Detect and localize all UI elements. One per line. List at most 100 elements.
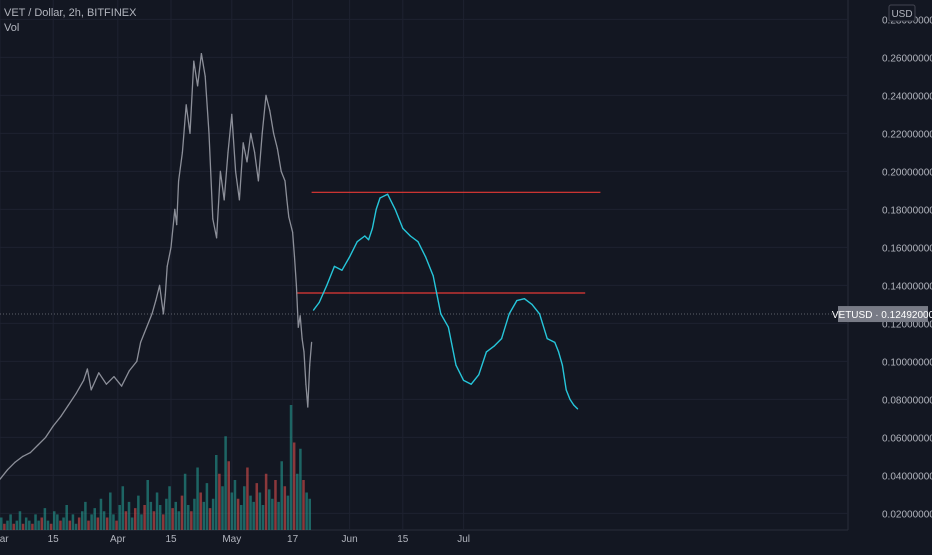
- volume-bar: [186, 505, 190, 530]
- volume-bar: [162, 514, 165, 530]
- volume-bar: [112, 514, 115, 530]
- volume-bar: [93, 508, 96, 530]
- price-point: [105, 383, 107, 385]
- price-point: [295, 284, 297, 286]
- volume-bar: [6, 520, 9, 530]
- volume-bar: [9, 514, 12, 530]
- volume-bar: [43, 508, 47, 530]
- projection-point: [539, 313, 541, 315]
- volume-bar: [0, 517, 3, 530]
- volume-bar: [124, 511, 128, 530]
- projection-point: [565, 389, 567, 391]
- volume-bar: [168, 486, 171, 530]
- volume-bar: [109, 492, 112, 530]
- price-point: [67, 404, 69, 406]
- price-tick-label: 0.14000000: [882, 281, 932, 292]
- volume-bar: [308, 498, 311, 530]
- time-tick-label: Mar: [0, 534, 9, 545]
- volume-bar: [24, 517, 28, 530]
- price-point: [136, 360, 138, 362]
- projection-point: [569, 398, 571, 400]
- price-point: [128, 370, 130, 372]
- price-point: [164, 294, 166, 296]
- price-point: [303, 351, 305, 353]
- projection-point: [425, 256, 427, 258]
- price-point: [37, 444, 39, 446]
- volume-bar: [218, 473, 221, 530]
- price-tick-label: 0.04000000: [882, 471, 932, 482]
- volume-bar: [90, 514, 93, 530]
- volume-bar: [59, 520, 62, 530]
- volume-bar: [77, 517, 81, 530]
- price-point: [261, 132, 263, 134]
- price-tick-label: 0.06000000: [882, 433, 932, 444]
- projection-point: [485, 351, 487, 353]
- volume-bar: [193, 498, 196, 530]
- volume-bar: [277, 501, 280, 530]
- volume-bar: [68, 520, 72, 530]
- time-tick-label: May: [222, 534, 241, 545]
- time-tick-label: Jun: [342, 534, 358, 545]
- volume-bar: [230, 492, 234, 530]
- price-point: [159, 284, 161, 286]
- price-point: [189, 132, 191, 134]
- price-point: [246, 161, 248, 163]
- price-point: [155, 300, 157, 302]
- price-point: [113, 376, 115, 378]
- price-tick-label: 0.22000000: [882, 129, 932, 140]
- price-point: [235, 170, 237, 172]
- volume-bar: [299, 448, 302, 530]
- volume-bar: [130, 517, 134, 530]
- volume-bar: [99, 498, 103, 530]
- volume-bar: [190, 511, 193, 530]
- volume-bar: [37, 520, 40, 530]
- volume-bar: [74, 523, 78, 530]
- price-tick-label: 0.12000000: [882, 319, 932, 330]
- volume-bar: [133, 508, 137, 530]
- price-point: [250, 132, 252, 134]
- volume-bar: [56, 514, 59, 530]
- chart-title: VET / Dollar, 2h, BITFINEX: [4, 7, 137, 19]
- projection-point: [371, 227, 373, 229]
- price-tag: [838, 306, 928, 323]
- projection-point: [417, 241, 419, 243]
- price-point: [143, 332, 145, 334]
- volume-bar: [221, 486, 224, 530]
- volume-bar: [171, 508, 174, 530]
- volume-bar: [165, 498, 168, 530]
- price-point: [223, 199, 225, 201]
- price-point: [286, 199, 288, 201]
- projection-point: [436, 294, 438, 296]
- price-point: [265, 94, 267, 96]
- projection-point: [455, 364, 457, 366]
- price-point: [140, 341, 142, 343]
- projection-line: [312, 193, 579, 410]
- volume-bar: [267, 489, 271, 530]
- price-tick-label: 0.02000000: [882, 509, 932, 520]
- volume-bar: [15, 520, 19, 530]
- volume-bar: [286, 495, 290, 530]
- volume-bar: [49, 523, 53, 530]
- price-point: [305, 383, 307, 385]
- price-tick-label: 0.18000000: [882, 205, 932, 216]
- volume-bar: [208, 508, 212, 530]
- price-point: [75, 393, 77, 395]
- volume-bar: [280, 461, 283, 530]
- chart-legend: VET / Dollar, 2h, BITFINEX Vol: [4, 6, 136, 36]
- projection-point: [558, 351, 560, 353]
- price-point: [83, 379, 85, 381]
- price-point: [301, 338, 303, 340]
- projection-point: [440, 313, 442, 315]
- volume-bar: [31, 523, 34, 530]
- price-point: [197, 85, 199, 87]
- volume-bar: [137, 495, 140, 530]
- projection-point: [463, 379, 465, 381]
- projection-point: [379, 197, 381, 199]
- projection-point: [394, 208, 396, 210]
- volume-bar: [227, 461, 230, 530]
- price-point: [238, 199, 240, 201]
- volume-bar: [243, 486, 246, 530]
- price-point: [45, 436, 47, 438]
